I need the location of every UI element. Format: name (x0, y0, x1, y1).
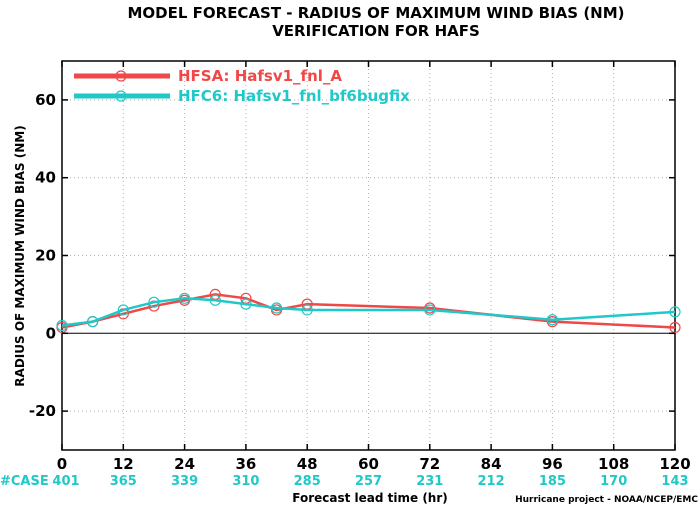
series-point (240, 298, 252, 310)
case-counts: 401 365 339 310 285 257 231 212 185 170 143 (52, 474, 688, 489)
y-axis-label: RADIUS OF MAXIMUM WIND BIAS (NM) (13, 125, 27, 386)
series-point (669, 306, 681, 318)
series-point (87, 316, 99, 328)
case-count: 339 (171, 474, 198, 489)
y-axis-ticks: -20 0 20 40 60 (29, 91, 675, 420)
series-point (669, 321, 681, 334)
series-2 (56, 292, 681, 332)
case-count: 310 (232, 474, 259, 489)
y-tick-label: 40 (35, 169, 56, 187)
legend-marker (115, 70, 127, 82)
series-point (56, 319, 68, 332)
series-point (117, 304, 129, 316)
y-tick-label: 20 (35, 247, 56, 265)
x-tick-label: 108 (598, 455, 629, 473)
case-count: 143 (661, 474, 688, 489)
series-point (270, 302, 283, 314)
x-tick-label: 84 (481, 455, 502, 473)
x-tick-label: 60 (358, 455, 379, 473)
series-layer (56, 288, 681, 334)
x-tick-label: 96 (542, 455, 563, 473)
legend-marker (115, 90, 127, 102)
plot-frame (61, 60, 676, 451)
legend-item: HFSA: Hafsv1_fnl_A (74, 67, 342, 85)
x-tick-label: 36 (235, 455, 256, 473)
case-count: 212 (478, 474, 505, 489)
chart-title-line1: MODEL FORECAST - RADIUS OF MAXIMUM WIND … (127, 4, 624, 22)
series-point (148, 296, 160, 308)
series-point (179, 292, 191, 304)
legend-label: HFC6: Hafsv1_fnl_bf6bugfix (178, 87, 410, 105)
case-label: #CASE (0, 474, 49, 489)
x-tick-label: 72 (419, 455, 440, 473)
y-tick-label: 0 (46, 324, 56, 342)
series-point (546, 314, 559, 326)
grid-lines (62, 61, 675, 450)
series-point (209, 294, 221, 306)
x-tick-label: 120 (659, 455, 690, 473)
x-axis-ticks: 0 12 24 36 48 60 72 84 96 108 120 (57, 61, 691, 473)
case-count: 185 (539, 474, 566, 489)
x-tick-label: 12 (113, 455, 134, 473)
case-count: 401 (52, 474, 79, 489)
series-point (424, 304, 436, 316)
x-tick-label: 0 (57, 455, 67, 473)
case-count: 365 (110, 474, 137, 489)
legend-label: HFSA: Hafsv1_fnl_A (178, 67, 342, 85)
plot-area (56, 60, 681, 451)
series-point (301, 304, 313, 316)
case-count: 231 (416, 474, 443, 489)
case-count: 285 (294, 474, 321, 489)
y-tick-label: -20 (29, 402, 56, 420)
case-count: 170 (600, 474, 627, 489)
x-tick-label: 24 (174, 455, 195, 473)
x-axis-label: Forecast lead time (hr) (292, 491, 448, 505)
legend-item: HFC6: Hafsv1_fnl_bf6bugfix (74, 87, 410, 105)
x-tick-label: 48 (297, 455, 318, 473)
legend: HFSA: Hafsv1_fnl_A HFC6: Hafsv1_fnl_bf6bu… (74, 67, 410, 105)
credit-text: Hurricane project - NOAA/NCEP/EMC (515, 495, 698, 505)
case-count: 257 (355, 474, 382, 489)
chart-title-line2: VERIFICATION FOR HAFS (272, 22, 480, 40)
y-tick-label: 60 (35, 91, 56, 109)
